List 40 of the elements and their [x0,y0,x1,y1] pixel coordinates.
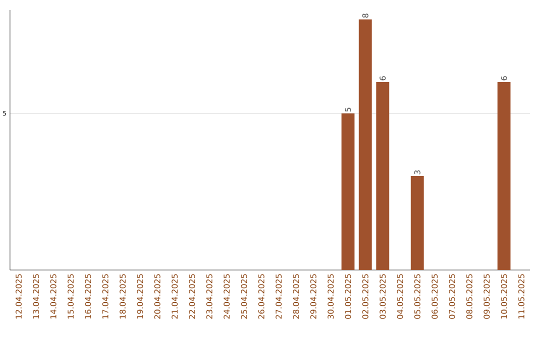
x-tick-label: 22.04.2025 [188,274,196,319]
x-tick-label: 12.04.2025 [16,274,22,318]
x-tick-label: 06.05.2025 [432,274,438,319]
x-tick-label: 02.05.2025 [362,274,368,319]
bar [342,113,354,270]
data-label: 6 [500,76,508,80]
x-tick-label: 13.04.2025 [32,274,40,318]
bar [358,19,372,270]
x-tick-label: 04.05.2025 [396,274,404,319]
data-label: 3 [414,170,420,174]
bar [376,82,390,270]
x-tick-label: 16.04.2025 [84,274,92,318]
x-tick-label: 07.05.2025 [448,274,456,319]
bar [410,176,424,270]
x-tick-label: 19.04.2025 [136,274,144,318]
x-tick-label: 05.05.2025 [414,274,420,319]
x-tick-label: 21.04.2025 [172,274,178,319]
x-tick-label: 25.04.2025 [240,274,248,319]
x-tick-label: 09.05.2025 [484,274,490,319]
x-tick-label: 10.05.2025 [500,274,508,318]
data-label: 5 [345,108,351,112]
x-tick-label: 24.04.2025 [224,274,230,319]
x-tick-label: 03.05.2025 [380,274,386,319]
x-tick-label: 26.04.2025 [258,274,264,319]
x-tick-label: 28.04.2025 [292,274,300,319]
x-tick-label: 27.04.2025 [276,274,282,319]
x-tick-label: 11.05.2025 [518,274,524,318]
x-tick-label: 30.04.2025 [328,274,334,319]
x-tick-label: 23.04.2025 [206,274,212,319]
data-label: 8 [362,14,368,18]
x-tick-label: 08.05.2025 [466,274,472,319]
x-tick-label: 29.04.2025 [310,274,316,319]
x-tick-label: 17.04.2025 [102,274,108,318]
x-tick-label: 20.04.2025 [154,274,160,319]
x-tick-label: 01.05.2025 [344,274,352,319]
x-tick-label: 15.04.2025 [68,274,74,318]
x-tick-label: 18.04.2025 [120,274,126,318]
x-tick-label: 14.04.2025 [50,274,56,318]
data-label: 6 [380,76,386,80]
bar [498,82,510,270]
